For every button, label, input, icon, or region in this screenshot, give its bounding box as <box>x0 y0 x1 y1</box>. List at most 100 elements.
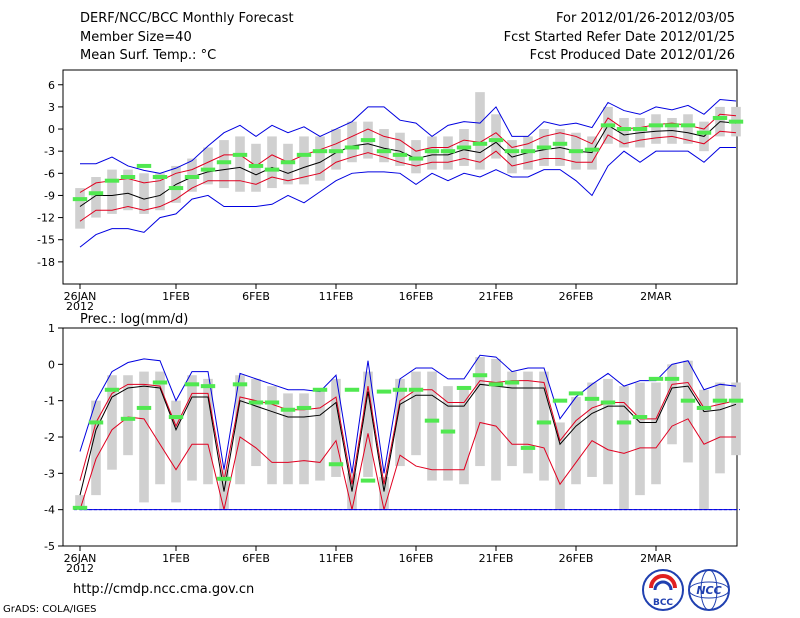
variable-label: Mean Surf. Temp.: °C <box>80 48 217 63</box>
prec-ensemble-box <box>203 378 213 485</box>
temp-ensemble-box <box>315 136 325 181</box>
forecast-start-date: Fcst Started Refer Date 2012/01/25 <box>503 30 735 45</box>
prec-upper-line <box>79 380 737 485</box>
prec-ensemble-box <box>171 400 181 503</box>
prec-ensemble-box <box>667 364 677 445</box>
bcc-logo: BCC <box>642 569 684 611</box>
prec-ensemble-box <box>299 393 309 485</box>
prec-x-tick-label: 6FEB <box>242 552 270 565</box>
prec-ensemble-box <box>715 382 725 474</box>
prec-max-line <box>79 354 737 474</box>
temp-ensemble-box <box>347 121 357 163</box>
temp-x-tick-label: 1FEB <box>162 290 190 303</box>
prec-ensemble-box <box>587 382 597 477</box>
temp-ensemble-box <box>155 173 165 211</box>
temp-ensemble-box <box>379 129 389 163</box>
prec-ensemble-box <box>283 393 293 485</box>
prec-y-tick-label: -4 <box>44 504 55 517</box>
temp-y-tick-label: 0 <box>48 123 55 136</box>
prec-ensemble-box <box>139 371 149 503</box>
temp-min-line <box>79 146 736 248</box>
temp-y-tick-label: -15 <box>37 234 55 247</box>
temp-ensemble-box <box>123 169 133 211</box>
prec-ensemble-box <box>699 389 709 510</box>
temp-ensemble-box <box>203 147 213 185</box>
temp-x-tick-label: 21FEB <box>479 290 514 303</box>
prec-title: Prec.: log(mm/d) <box>80 312 188 327</box>
prec-ensemble-box <box>651 382 661 485</box>
prec-ensemble-box <box>491 358 501 481</box>
prec-ensemble-box <box>603 378 613 485</box>
prec-ensemble-box <box>363 371 373 477</box>
prec-y-tick-label: -1 <box>44 395 55 408</box>
ncc-logo: NCC <box>688 569 730 611</box>
prec-ensemble-box <box>251 378 261 467</box>
bcc-logo-text: BCC <box>653 598 673 608</box>
prec-mean-line <box>79 383 737 496</box>
prec-ensemble-box <box>459 386 469 485</box>
temp-max-line <box>80 98 737 174</box>
website-url[interactable]: http://cmdp.ncc.cma.gov.cn <box>73 582 255 597</box>
prec-ensemble-box <box>315 389 325 481</box>
prec-ensemble-box <box>475 357 485 467</box>
temp-y-tick-label: -18 <box>37 256 55 269</box>
prec-x-tick-label: 26JAN <box>64 552 97 565</box>
temp-ensemble-box <box>75 188 85 229</box>
prec-ensemble-box <box>635 382 645 496</box>
prec-ensemble-box <box>331 378 341 477</box>
temp-ensemble-box <box>91 177 101 218</box>
prec-ensemble-box <box>571 397 581 485</box>
chart-title: DERF/NCC/BCC Monthly Forecast <box>80 11 294 26</box>
prec-ensemble-box <box>155 371 165 485</box>
prec-ensemble-box <box>523 371 533 474</box>
prec-ensemble-box <box>507 371 517 467</box>
temp-lower-line <box>79 130 737 222</box>
forecast-period: For 2012/01/26-2012/03/05 <box>556 11 735 26</box>
temp-x-tick-label: 6FEB <box>242 290 270 303</box>
prec-y-tick-label: -2 <box>44 431 55 444</box>
temp-ensemble-box <box>139 173 149 214</box>
prec-ensemble-box <box>619 386 629 510</box>
prec-ensemble-box <box>539 371 549 481</box>
temp-ensemble-box <box>651 114 661 144</box>
prec-ensemble-box <box>427 371 437 481</box>
prec-y-tick-label: 1 <box>48 322 55 335</box>
prec-x-tick-label: 21FEB <box>479 552 514 565</box>
member-size-label: Member Size=40 <box>80 30 192 45</box>
temp-ensemble-box <box>683 114 693 144</box>
temp-x-tick-label: 11FEB <box>319 290 354 303</box>
prec-ensemble-box <box>683 360 693 463</box>
temp-ensemble-box <box>475 92 485 170</box>
prec-x-tick-year: 2012 <box>66 562 94 575</box>
temp-x-tick-label: 2MAR <box>640 290 672 303</box>
prec-y-tick-label: 0 <box>48 358 55 371</box>
grads-credit: GrADS: COLA/IGES <box>3 604 97 615</box>
forecast-produced-date: Fcst Produced Date 2012/01/26 <box>529 48 735 63</box>
temp-ensemble-box <box>491 114 501 159</box>
prec-ensemble-box <box>107 375 117 470</box>
ncc-logo-text: NCC <box>696 584 721 597</box>
temp-ensemble-box <box>395 132 405 166</box>
prec-ensemble-box <box>731 382 741 456</box>
temp-ensemble-box <box>267 136 277 189</box>
temp-ensemble-box <box>107 169 117 214</box>
temp-x-tick-label: 26JAN <box>64 290 97 303</box>
temp-x-tick-label: 16FEB <box>399 290 434 303</box>
prec-x-tick-label: 26FEB <box>559 552 594 565</box>
prec-ensemble-box <box>395 378 405 467</box>
temp-y-tick-label: 6 <box>48 79 55 92</box>
prec-lower-line <box>79 416 736 510</box>
prec-ensemble-box <box>75 495 85 510</box>
temp-ensemble-box <box>619 117 629 148</box>
temp-x-tick-year: 2012 <box>66 300 94 313</box>
prec-ensemble-box <box>123 375 133 456</box>
prec-x-tick-label: 11FEB <box>319 552 354 565</box>
temp-ensemble-box <box>235 136 245 192</box>
prec-ensemble-box <box>555 422 565 510</box>
prec-ensemble-box <box>379 476 389 510</box>
temp-frame <box>62 69 738 285</box>
temp-x-tick-label: 26FEB <box>559 290 594 303</box>
